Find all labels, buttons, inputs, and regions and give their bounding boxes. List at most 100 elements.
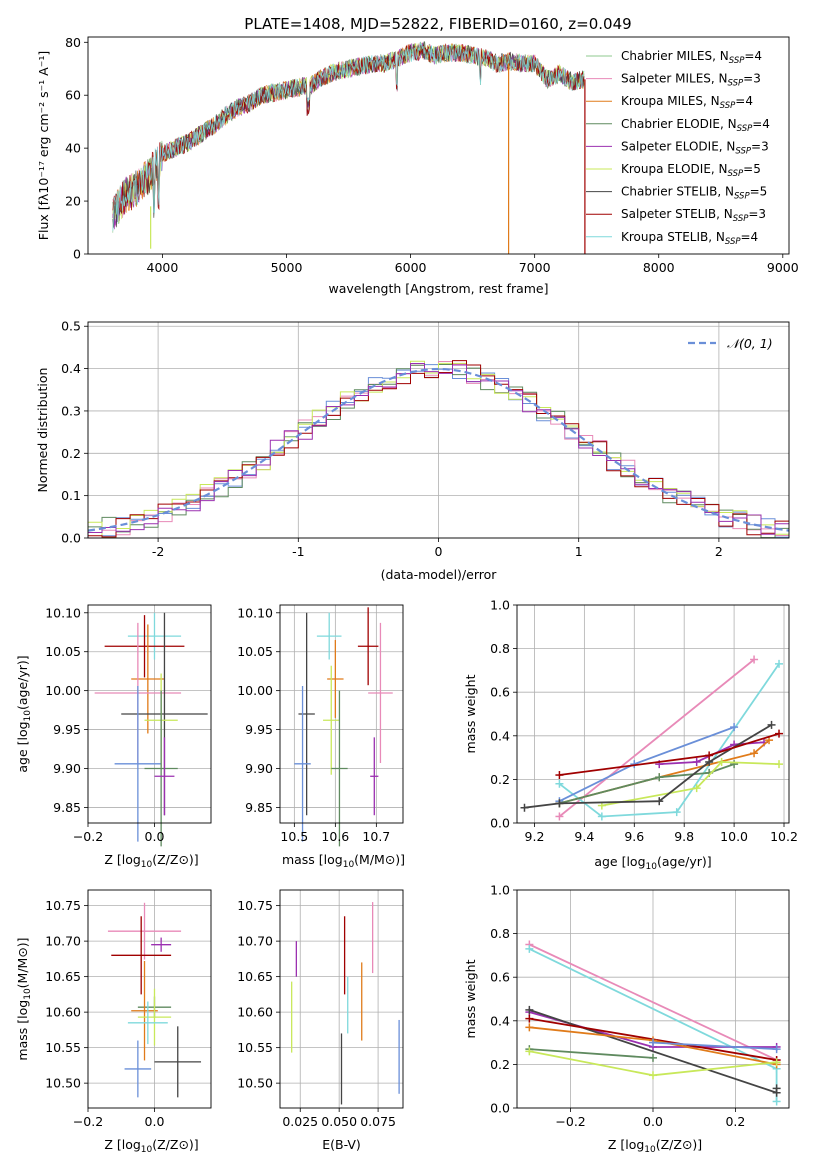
data-layer — [107, 902, 202, 1098]
x-tick-label: 4000 — [147, 260, 179, 275]
y-tick-label: 0.3 — [61, 403, 81, 418]
plot-frame — [87, 36, 790, 255]
y-tick-label: 0 — [73, 247, 81, 262]
legend-label: 𝒩(0, 1) — [727, 336, 773, 351]
y-axis-label: age [log10(age/yr)] — [15, 655, 33, 772]
y-tick-label: 60 — [65, 88, 81, 103]
legend-label: Salpeter ELODIE, NSSP=3 — [621, 139, 769, 156]
y-axis-label-part: (M/M⊙)] — [15, 937, 30, 988]
plot-frame — [279, 604, 404, 824]
legend-label-text: Chabrier MILES, N — [621, 49, 729, 63]
x-tick-label: 2 — [715, 544, 723, 559]
y-axis-label: mass weight — [463, 674, 478, 753]
legend-label-tail: =4 — [752, 117, 770, 131]
x-tick-label: 10.7 — [362, 829, 390, 844]
y-axis-label: Normed distribution — [35, 368, 50, 493]
y-tick-label: 0.2 — [490, 1057, 510, 1072]
y-axis-label-part: 10 — [23, 988, 33, 1000]
x-axis-label-part: (age/yr)] — [657, 854, 712, 869]
x-tick-label: 1 — [575, 544, 583, 559]
data-layer — [87, 360, 790, 539]
y-tick-label: 10.50 — [237, 1076, 273, 1091]
x-tick-label: 0.2 — [725, 1114, 745, 1129]
x-tick-label: 7000 — [519, 260, 551, 275]
x-tick-label: 9.4 — [574, 829, 594, 844]
legend-label: Salpeter MILES, NSSP=3 — [621, 72, 761, 89]
legend-label-sub: SSP — [725, 237, 741, 247]
y-tick-label: 1.0 — [490, 598, 510, 613]
plot-frame — [87, 321, 790, 539]
charts-group: 4000 5000 6000 7000 8000 9000020406080wavelen… — [15, 35, 799, 1155]
y-axis-label-part: age [log — [15, 721, 30, 772]
mass-weight-line — [652, 1041, 777, 1050]
legend-label-text: Chabrier ELODIE, N — [621, 117, 737, 131]
plot-frame — [516, 889, 790, 1109]
mass-weight-line — [529, 1048, 654, 1059]
y-tick-label: 10.00 — [237, 683, 273, 698]
mass-weight-line — [601, 761, 780, 807]
plot-area — [88, 37, 789, 254]
x-axis-label-part: (M/M⊙)] — [354, 852, 405, 867]
y-tick-label: 10.55 — [237, 1040, 273, 1055]
mass-weight-line — [559, 763, 735, 805]
x-axis-label-part: (Z/Z⊙)] — [656, 1137, 702, 1152]
legend-label-text: Salpeter MILES, N — [621, 72, 728, 86]
legend-label-sub: SSP — [734, 192, 750, 202]
y-tick-label: 0.8 — [490, 926, 510, 941]
chart-massweight-vs-Z: −0.2 0.0 0.2 0.0 0.2 0.4 0.6 0.8 1.0 mass weight Z… — [463, 883, 790, 1155]
x-axis-label-part: Z [log — [104, 852, 140, 867]
x-tick-label: -1 — [292, 544, 304, 559]
x-axis-label: mass [log10(M/M⊙)] — [282, 852, 405, 870]
x-axis-label-part: 10 — [646, 862, 658, 872]
x-tick-label: 10.2 — [770, 829, 798, 844]
x-axis-label-part: Z [log — [608, 1137, 644, 1152]
y-axis-label: Flux [fλ10⁻¹⁷ erg cm⁻² s⁻¹ A⁻¹] — [36, 51, 51, 240]
plot-frame — [279, 889, 404, 1109]
y-tick-label: 9.85 — [53, 800, 81, 815]
y-tick-label: 0.4 — [61, 361, 81, 376]
x-axis-label: Z [log10(Z/Z⊙)] — [104, 852, 198, 870]
histogram-steps — [87, 363, 789, 538]
y-tick-label: 10.05 — [45, 644, 81, 659]
plot-frame — [516, 604, 790, 824]
chart-massweight-vs-age: 9.2 9.4 9.6 9.8 10.0 10.2 0.0 0.2 0.4 0.6 0.8 1.0 ma… — [463, 598, 798, 873]
plot-frame — [87, 889, 212, 1109]
x-tick-label: 10.6 — [321, 829, 349, 844]
legend-label: Salpeter STELIB, NSSP=3 — [621, 207, 766, 224]
legend-label-tail: =3 — [748, 207, 766, 221]
x-tick-label: −0.2 — [73, 829, 103, 844]
y-tick-label: 40 — [65, 141, 81, 156]
y-tick-label: 10.05 — [237, 644, 273, 659]
x-axis-label: (data-model)/error — [381, 567, 498, 582]
y-tick-label: 9.90 — [53, 761, 81, 776]
y-tick-label: 9.90 — [245, 761, 273, 776]
x-tick-label: 9.6 — [624, 829, 644, 844]
histogram-steps — [87, 360, 789, 538]
x-tick-label: −0.2 — [555, 1114, 585, 1129]
plot-area — [517, 605, 789, 823]
legend-label-tail: =3 — [751, 139, 769, 153]
legend-label: Chabrier STELIB, NSSP=5 — [621, 185, 767, 202]
x-tick-label: 0.025 — [282, 1114, 318, 1129]
y-tick-label: 10.60 — [45, 1005, 81, 1020]
plot-frame — [87, 604, 212, 824]
y-tick-label: 10.00 — [45, 683, 81, 698]
x-axis-label: E(B-V) — [322, 1137, 361, 1152]
chart-age-vs-mass: 10.5 10.6 10.7 9.85 9.90 9.95 10.00 10.05 10.10 m… — [237, 604, 405, 870]
x-axis-label: age [log10(age/yr)] — [594, 854, 711, 872]
legend-label: Kroupa ELODIE, NSSP=5 — [621, 162, 761, 179]
x-tick-label: 6000 — [395, 260, 427, 275]
x-axis-label-part: (Z/Z⊙)] — [152, 1137, 198, 1152]
x-axis-label: wavelength [Angstrom, rest frame] — [328, 281, 548, 296]
data-layer — [94, 612, 208, 847]
x-tick-label: 0.0 — [145, 829, 165, 844]
data-layer — [525, 940, 781, 1106]
x-axis-label: Z [log10(Z/Z⊙)] — [104, 1137, 198, 1155]
legend-label-text: Salpeter ELODIE, N — [621, 139, 735, 153]
y-tick-label: 10.55 — [45, 1040, 81, 1055]
x-tick-label: 8000 — [643, 260, 675, 275]
y-tick-label: 9.95 — [245, 722, 273, 737]
y-tick-label: 10.75 — [237, 898, 273, 913]
histogram-steps — [87, 360, 789, 538]
